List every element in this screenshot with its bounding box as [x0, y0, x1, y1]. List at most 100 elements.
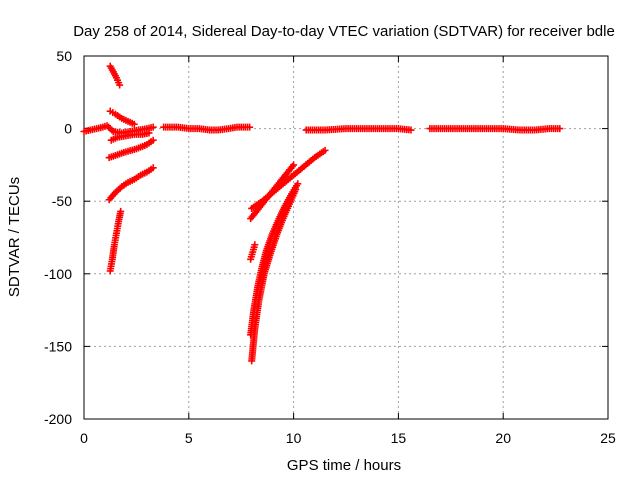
data-point [246, 123, 254, 131]
data-point [426, 125, 434, 133]
data-point [168, 123, 176, 131]
data-point [251, 241, 259, 249]
data-point [251, 325, 259, 333]
data-point [195, 125, 203, 133]
data-point [109, 128, 117, 136]
data-point [279, 215, 287, 223]
series-near-zero-late-b [428, 125, 562, 134]
grid-layer [84, 56, 608, 419]
data-point [93, 125, 101, 133]
data-point [122, 132, 130, 140]
x-tick-label: 25 [600, 430, 616, 446]
data-point [122, 148, 130, 156]
data-point [143, 141, 151, 149]
data-point [80, 128, 88, 136]
plot-frame [83, 55, 609, 420]
series-arc-minus95 [107, 209, 124, 273]
data-point [105, 154, 113, 162]
data-point [407, 126, 415, 134]
data-point [118, 114, 126, 122]
data-point [279, 180, 287, 188]
data-point [457, 125, 465, 133]
data-point [267, 249, 275, 257]
data-point [160, 123, 168, 131]
data-point [248, 357, 256, 365]
data-point [292, 186, 300, 194]
data-point [441, 125, 449, 133]
data-point [233, 123, 241, 131]
data-point [185, 125, 193, 133]
data-point [130, 120, 138, 128]
data-point [106, 62, 114, 70]
data-point [285, 200, 293, 208]
x-axis-label: GPS time / hours [287, 457, 401, 474]
data-point [262, 247, 270, 255]
data-point [247, 215, 255, 223]
data-point [290, 171, 298, 179]
data-point [106, 107, 114, 115]
data-point [124, 178, 132, 186]
data-point [556, 125, 564, 133]
data-point [112, 229, 120, 237]
x-tick-label: 5 [185, 430, 193, 446]
data-point [107, 136, 115, 144]
data-point [108, 255, 116, 263]
series-near-zero-late-a [304, 125, 413, 134]
data-point [124, 117, 132, 125]
y-tick-label: -100 [44, 266, 72, 282]
data-point [478, 125, 486, 133]
data-point [145, 129, 153, 137]
data-point [103, 122, 111, 130]
data-point [384, 125, 392, 133]
data-point [531, 126, 539, 134]
y-tick-label: -200 [44, 411, 72, 427]
data-point [342, 125, 350, 133]
data-point [99, 123, 107, 131]
y-tick-label: 0 [64, 121, 72, 137]
data-point [545, 125, 553, 133]
data-point [115, 218, 123, 226]
data-point [247, 255, 255, 263]
data-point [516, 126, 524, 134]
y-axis-label: SDTVAR / TECUs [6, 177, 23, 297]
data-markers [80, 62, 564, 365]
data-point [269, 188, 277, 196]
data-point [174, 123, 182, 131]
data-point [110, 241, 118, 249]
y-tick-label: -50 [52, 193, 72, 209]
data-point [111, 188, 119, 196]
data-point [499, 125, 507, 133]
data-point [105, 196, 113, 204]
data-point [363, 125, 371, 133]
data-point [117, 207, 125, 215]
data-point [273, 231, 281, 239]
y-tick-label: 50 [56, 48, 72, 64]
x-tick-label: 0 [80, 430, 88, 446]
series-arc-deep-b [248, 188, 299, 363]
x-tick-label: 10 [286, 430, 302, 446]
data-point [258, 197, 266, 205]
data-point [249, 248, 257, 256]
data-point [302, 126, 310, 134]
data-point [114, 133, 122, 141]
data-point [111, 110, 119, 118]
data-point [260, 270, 268, 278]
data-point [86, 126, 94, 134]
data-point [137, 171, 145, 179]
data-point [149, 123, 157, 131]
x-tick-label: 15 [391, 430, 407, 446]
y-tick-label: -150 [44, 338, 72, 354]
data-point [112, 74, 120, 82]
data-point [109, 68, 117, 76]
data-point [214, 126, 222, 134]
data-point [132, 145, 140, 153]
data-point [130, 175, 138, 183]
data-point [258, 263, 266, 271]
data-point [106, 267, 114, 275]
data-point [225, 125, 233, 133]
data-point [321, 126, 329, 134]
data-point [321, 146, 329, 154]
data-point [149, 164, 157, 172]
data-point [114, 151, 122, 159]
